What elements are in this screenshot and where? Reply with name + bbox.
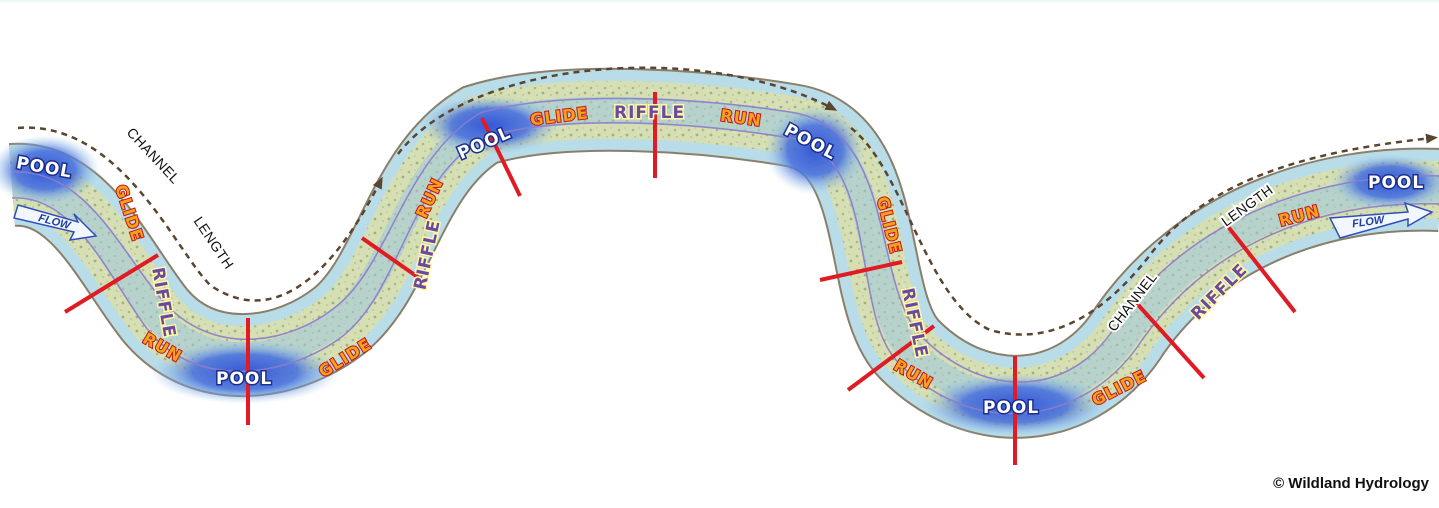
length-arrow-2 [397, 66, 838, 155]
section-line-1 [63, 253, 160, 314]
pool-label-2: POOL [216, 369, 272, 389]
section-line-7 [846, 324, 936, 392]
thalweg-lines [11, 97, 1439, 415]
section-line-3 [360, 236, 424, 282]
cross-section-lines [63, 92, 1297, 465]
riffle-label-3: RIFFLE [614, 103, 685, 123]
section-line-4 [480, 117, 522, 197]
pool-label-6: POOL [1368, 173, 1424, 193]
pool-patch-4 [765, 105, 865, 195]
pool-patches [0, 95, 1439, 437]
channel-label-1: CHANNEL [124, 124, 184, 186]
section-line-6 [819, 260, 903, 282]
pool-patch-3 [420, 95, 560, 155]
length-arrow-1 [17, 126, 383, 302]
length-label-1: LENGTH [191, 214, 238, 273]
pool-patch-6 [1330, 154, 1439, 210]
section-line-9 [1130, 296, 1206, 380]
flow-arrow-right: FLOW [1328, 201, 1434, 239]
copyright-credit: © Wildland Hydrology [1273, 475, 1429, 492]
section-line-10 [1224, 222, 1297, 314]
flow-label-right: FLOW [1351, 214, 1386, 231]
pool-patch-2 [150, 340, 340, 404]
channel-length-arrows [17, 66, 1438, 336]
length-arrow-3 [850, 127, 1438, 336]
pool-patch-1 [0, 135, 100, 205]
top-edge-tint [0, 0, 1439, 6]
pool-label-5: POOL [983, 398, 1039, 418]
